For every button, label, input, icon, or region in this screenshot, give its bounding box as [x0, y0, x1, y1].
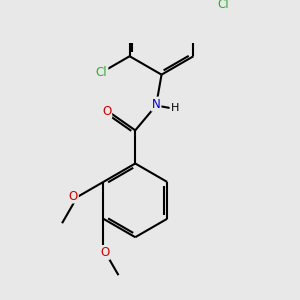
Text: N: N — [152, 98, 161, 110]
Text: O: O — [102, 105, 111, 118]
Text: O: O — [100, 246, 110, 259]
Text: Cl: Cl — [96, 66, 107, 79]
Text: Cl: Cl — [217, 0, 229, 11]
Text: H: H — [171, 103, 179, 113]
Text: O: O — [69, 190, 78, 202]
